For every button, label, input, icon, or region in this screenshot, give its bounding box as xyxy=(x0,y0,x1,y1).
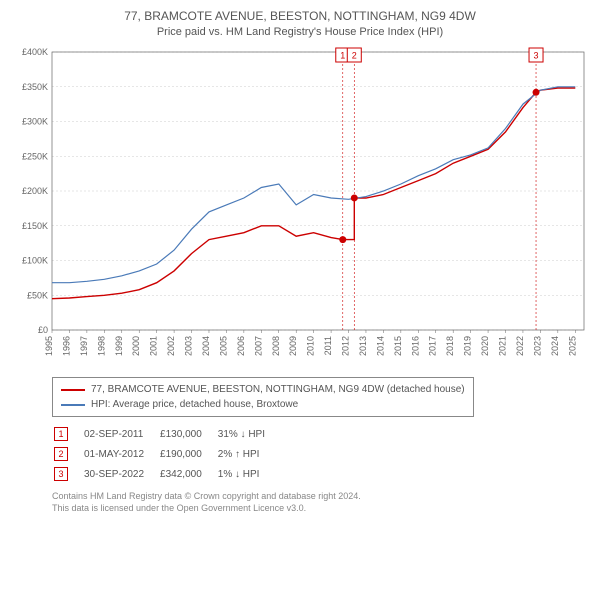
svg-text:2021: 2021 xyxy=(498,336,508,356)
svg-text:2024: 2024 xyxy=(550,336,560,356)
svg-text:2018: 2018 xyxy=(445,336,455,356)
svg-text:2020: 2020 xyxy=(480,336,490,356)
chart-title: 77, BRAMCOTE AVENUE, BEESTON, NOTTINGHAM… xyxy=(8,8,592,25)
event-marker: 3 xyxy=(54,467,68,481)
chart-container: £0 £50K £100K £150K £200K £250K £300K £350K £400… xyxy=(8,46,592,371)
svg-text:1997: 1997 xyxy=(79,336,89,356)
legend-label: 77, BRAMCOTE AVENUE, BEESTON, NOTTINGHAM… xyxy=(91,382,465,397)
svg-text:2025: 2025 xyxy=(567,336,577,356)
footer-line-2: This data is licensed under the Open Gov… xyxy=(52,503,592,515)
svg-text:2003: 2003 xyxy=(184,336,194,356)
svg-text:2012: 2012 xyxy=(341,336,351,356)
svg-text:1999: 1999 xyxy=(114,336,124,356)
legend-swatch xyxy=(61,389,85,391)
svg-text:2006: 2006 xyxy=(236,336,246,356)
event-price: £190,000 xyxy=(160,445,216,463)
svg-text:£350K: £350K xyxy=(22,82,48,92)
event-row: 3 30-SEP-2022£342,0001% ↓ HPI xyxy=(54,465,279,483)
svg-text:2014: 2014 xyxy=(375,336,385,356)
events-table: 102-SEP-2011£130,00031% ↓ HPI201-MAY-201… xyxy=(52,423,281,485)
event-marker: 1 xyxy=(54,427,68,441)
svg-text:2013: 2013 xyxy=(358,336,368,356)
svg-text:2008: 2008 xyxy=(271,336,281,356)
event-date: 30-SEP-2022 xyxy=(84,465,158,483)
svg-text:2015: 2015 xyxy=(393,336,403,356)
footer-attribution: Contains HM Land Registry data © Crown c… xyxy=(52,491,592,514)
svg-text:1: 1 xyxy=(340,51,345,61)
price-chart: £0 £50K £100K £150K £200K £250K £300K £350K £400… xyxy=(8,46,592,366)
svg-text:£50K: £50K xyxy=(27,290,48,300)
legend-item: 77, BRAMCOTE AVENUE, BEESTON, NOTTINGHAM… xyxy=(61,382,465,397)
event-diff: 2% ↑ HPI xyxy=(218,445,279,463)
svg-text:2010: 2010 xyxy=(306,336,316,356)
svg-text:£0: £0 xyxy=(38,325,48,335)
event-row: 2 01-MAY-2012£190,0002% ↑ HPI xyxy=(54,445,279,463)
svg-text:2001: 2001 xyxy=(149,336,159,356)
svg-text:2019: 2019 xyxy=(463,336,473,356)
svg-text:2007: 2007 xyxy=(253,336,263,356)
svg-text:2004: 2004 xyxy=(201,336,211,356)
svg-text:2000: 2000 xyxy=(131,336,141,356)
svg-text:2: 2 xyxy=(352,51,357,61)
svg-text:2017: 2017 xyxy=(428,336,438,356)
svg-text:2023: 2023 xyxy=(532,336,542,356)
event-diff: 31% ↓ HPI xyxy=(218,425,279,443)
svg-text:£400K: £400K xyxy=(22,47,48,57)
svg-text:3: 3 xyxy=(534,51,539,61)
legend-swatch xyxy=(61,404,85,406)
svg-text:2011: 2011 xyxy=(323,336,333,355)
svg-text:2022: 2022 xyxy=(515,336,525,356)
event-date: 01-MAY-2012 xyxy=(84,445,158,463)
svg-text:2005: 2005 xyxy=(218,336,228,356)
event-price: £130,000 xyxy=(160,425,216,443)
legend-item: HPI: Average price, detached house, Brox… xyxy=(61,397,465,412)
event-row: 1 02-SEP-2011£130,00031% ↓ HPI xyxy=(54,425,279,443)
event-diff: 1% ↓ HPI xyxy=(218,465,279,483)
legend: 77, BRAMCOTE AVENUE, BEESTON, NOTTINGHAM… xyxy=(52,377,474,417)
svg-text:1998: 1998 xyxy=(96,336,106,356)
svg-text:£150K: £150K xyxy=(22,221,48,231)
svg-text:£300K: £300K xyxy=(22,117,48,127)
svg-text:2009: 2009 xyxy=(288,336,298,356)
svg-text:1995: 1995 xyxy=(44,336,54,356)
event-price: £342,000 xyxy=(160,465,216,483)
svg-text:2016: 2016 xyxy=(410,336,420,356)
event-date: 02-SEP-2011 xyxy=(84,425,158,443)
chart-subtitle: Price paid vs. HM Land Registry's House … xyxy=(8,25,592,40)
svg-text:2002: 2002 xyxy=(166,336,176,356)
footer-line-1: Contains HM Land Registry data © Crown c… xyxy=(52,491,592,503)
svg-text:1996: 1996 xyxy=(61,336,71,356)
svg-text:£250K: £250K xyxy=(22,151,48,161)
event-marker: 2 xyxy=(54,447,68,461)
svg-text:£100K: £100K xyxy=(22,256,48,266)
svg-text:£200K: £200K xyxy=(22,186,48,196)
legend-label: HPI: Average price, detached house, Brox… xyxy=(91,397,298,412)
